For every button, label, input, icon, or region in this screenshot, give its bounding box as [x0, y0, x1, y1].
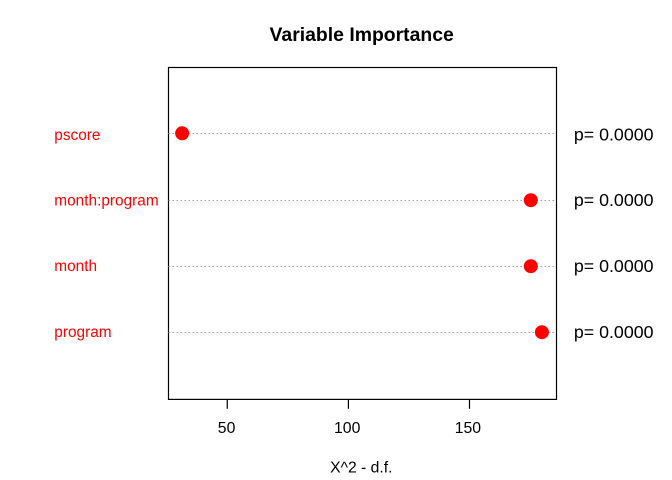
svg-text:p= 0.0000: p= 0.0000 — [574, 322, 654, 342]
svg-text:pscore: pscore — [54, 127, 100, 144]
svg-text:month: month — [54, 258, 97, 275]
svg-text:p= 0.0000: p= 0.0000 — [574, 124, 654, 144]
svg-text:p= 0.0000: p= 0.0000 — [574, 256, 654, 276]
svg-text:50: 50 — [218, 420, 236, 437]
svg-text:Variable Importance: Variable Importance — [270, 24, 455, 46]
svg-text:150: 150 — [455, 420, 482, 437]
svg-text:100: 100 — [334, 420, 361, 437]
svg-text:month:program: month:program — [54, 192, 158, 209]
svg-text:p= 0.0000: p= 0.0000 — [574, 190, 654, 210]
svg-text:X^2 - d.f.: X^2 - d.f. — [330, 460, 392, 477]
svg-text:program: program — [54, 324, 111, 341]
